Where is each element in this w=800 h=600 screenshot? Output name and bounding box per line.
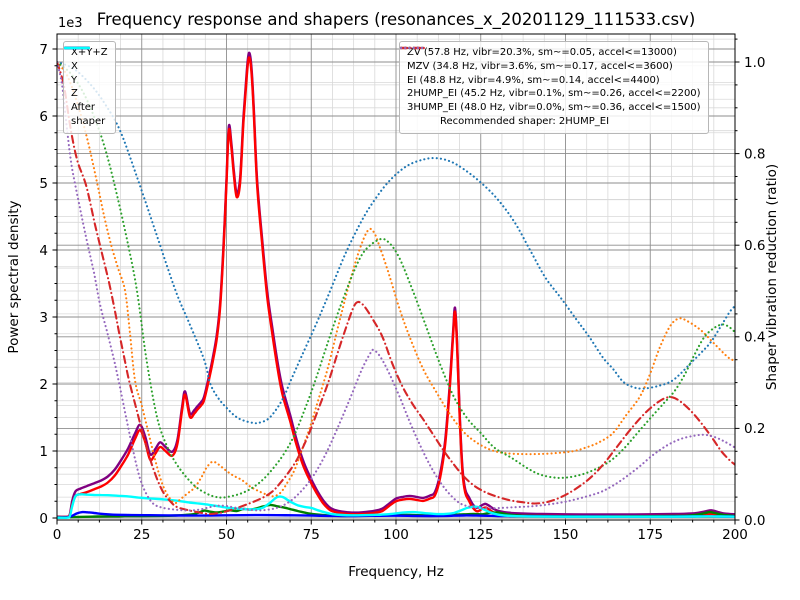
svg-text:200: 200: [722, 527, 748, 543]
svg-text:0.2: 0.2: [744, 421, 765, 437]
axis-ticks: [52, 38, 740, 525]
svg-text:4: 4: [39, 243, 48, 259]
svg-text:175: 175: [637, 527, 663, 543]
svg-text:150: 150: [553, 527, 579, 543]
legend-note-recommended-shaper: Recommended shaper: 2HUMP_EI: [407, 115, 701, 129]
svg-text:1: 1: [39, 444, 48, 460]
legend-line-swatch: [400, 46, 426, 50]
svg-text:6: 6: [39, 109, 48, 125]
legend-item-after-label: After shaper: [71, 102, 106, 127]
legend-item-z-label: Z: [71, 88, 78, 100]
grid-minor: [57, 34, 735, 520]
legend-item-ei-label: EI (48.8 Hz, vibr=4.9%, sm~=0.14, accel<…: [407, 74, 660, 86]
svg-text:0: 0: [53, 527, 62, 543]
svg-text:0: 0: [39, 511, 48, 527]
chart-title: Frequency response and shapers (resonanc…: [96, 10, 696, 29]
svg-text:5: 5: [39, 176, 48, 192]
svg-text:100: 100: [383, 527, 409, 543]
legend-shapers: ZV (57.8 Hz, vibr=20.3%, sm~=0.05, accel…: [399, 41, 709, 134]
y-left-offset-label: 1e3: [58, 16, 83, 31]
legend-line-swatch: [64, 46, 90, 50]
legend-item-after: After shaper: [64, 46, 108, 129]
curve-shaper-3hump_ei: [57, 60, 735, 512]
legend-item-3hump_ei-label: 3HUMP_EI (48.0 Hz, vibr=0.0%, sm~=0.36, …: [407, 102, 701, 114]
legend-item-zv: ZV (57.8 Hz, vibr=20.3%, sm~=0.05, accel…: [400, 46, 701, 60]
curve-psd-x: [57, 56, 735, 519]
legend-item-y: Y: [64, 46, 108, 88]
legend-item-x-label: X: [71, 60, 78, 72]
y-left-axis-label: Power spectral density: [6, 200, 22, 354]
legend-item-ei: EI (48.8 Hz, vibr=4.9%, sm~=0.14, accel<…: [400, 46, 701, 88]
svg-text:0.6: 0.6: [744, 238, 765, 254]
curve-shaper-ei: [57, 60, 735, 499]
svg-text:7: 7: [39, 42, 48, 58]
legend-item-x-y-z-label: X+Y+Z: [71, 47, 108, 58]
svg-text:0.8: 0.8: [744, 146, 765, 162]
legend-note-recommended-shaper-label: Recommended shaper: 2HUMP_EI: [440, 115, 610, 127]
svg-text:0.4: 0.4: [744, 330, 765, 346]
legend-item-3hump_ei: 3HUMP_EI (48.0 Hz, vibr=0.0%, sm~=0.36, …: [400, 46, 701, 115]
svg-text:0.0: 0.0: [744, 513, 765, 529]
curve-shaper-2hump_ei: [57, 60, 735, 516]
curve-psd-after-shaper: [57, 493, 735, 519]
svg-text:50: 50: [218, 527, 235, 543]
svg-text:1.0: 1.0: [744, 55, 765, 71]
x-axis-label: Frequency, Hz: [348, 564, 444, 580]
legend-item-2hump_ei: 2HUMP_EI (45.2 Hz, vibr=0.1%, sm~=0.26, …: [400, 46, 701, 101]
svg-text:125: 125: [468, 527, 494, 543]
tick-labels: 0 25 50 75 100 125 150 175 200 0 1 2 3 4 5 6 7 0.0 0.2 0.4 0…: [39, 42, 765, 543]
svg-text:75: 75: [303, 527, 320, 543]
curves: [57, 51, 735, 519]
y-right-axis-label: Shaper vibration reduction (ratio): [764, 163, 780, 391]
curve-psd-x-y-z: [57, 51, 735, 519]
svg-text:25: 25: [133, 527, 150, 543]
legend-psd: X+Y+Z X Y Z After shaper: [63, 41, 116, 134]
curve-shaper-zv: [57, 60, 735, 425]
legend-item-mzv: MZV (34.8 Hz, vibr=3.6%, sm~=0.17, accel…: [400, 46, 701, 74]
legend-item-2hump_ei-label: 2HUMP_EI (45.2 Hz, vibr=0.1%, sm~=0.26, …: [407, 88, 701, 100]
legend-item-y-label: Y: [71, 74, 78, 86]
legend-item-z: Z: [64, 46, 108, 101]
curve-shaper-mzv: [57, 60, 735, 505]
svg-text:3: 3: [39, 310, 48, 326]
legend-item-mzv-label: MZV (34.8 Hz, vibr=3.6%, sm~=0.17, accel…: [407, 60, 673, 72]
legend-item-x: X: [64, 46, 108, 74]
grid-major: [57, 34, 735, 520]
legend-item-zv-label: ZV (57.8 Hz, vibr=20.3%, sm~=0.05, accel…: [407, 47, 677, 58]
svg-text:2: 2: [39, 377, 48, 393]
